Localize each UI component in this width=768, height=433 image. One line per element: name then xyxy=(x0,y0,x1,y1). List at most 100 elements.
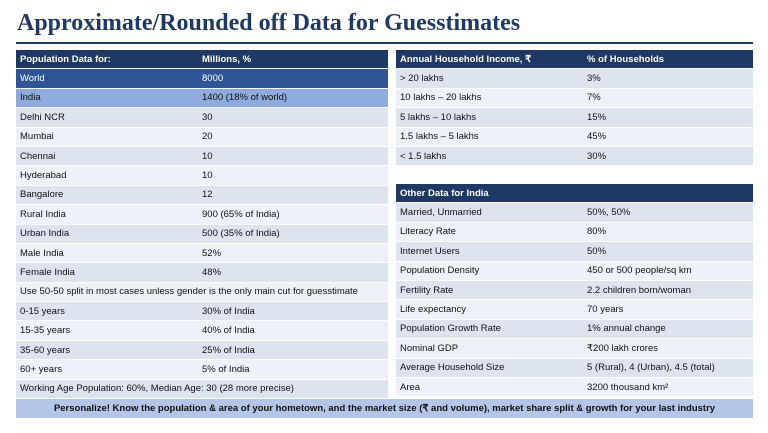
population-table: Population Data for: Millions, % World 8000… xyxy=(16,50,388,400)
table-cell: Male India xyxy=(16,243,198,264)
table-cell: 5 lakhs – 10 lakhs xyxy=(396,107,583,128)
table-cell: Fertility Rate xyxy=(396,280,583,301)
table-cell: 500 (35% of India) xyxy=(198,224,388,244)
table-cell: 15-35 years xyxy=(16,320,198,341)
table-cell: 50% xyxy=(583,241,753,262)
table-body: World 8000 India 1400 (18% of world) Delhi N… xyxy=(16,68,388,400)
table-cell: 60+ years xyxy=(16,359,198,380)
table-cell: 5 (Rural), 4 (Urban), 4.5 (total) xyxy=(583,358,753,378)
table-row: 5 lakhs – 10 lakhs 15% xyxy=(396,107,753,128)
table-row: Literacy Rate 80% xyxy=(396,222,753,243)
table-row: Population Density 450 or 500 people/sq k… xyxy=(396,261,753,281)
table-cell: 8000 xyxy=(198,68,388,89)
header-row: Population Data for: Millions, % xyxy=(16,50,388,70)
table-row: Working Age Population: 60%, Median Age:… xyxy=(16,379,388,400)
table-cell: India xyxy=(16,88,198,109)
table-cell: 45% xyxy=(583,127,753,147)
table-cell: 10 xyxy=(198,165,388,186)
table-cell: Literacy Rate xyxy=(396,222,583,243)
table-cell: 10 xyxy=(198,146,388,167)
table-cell: Urban India xyxy=(16,224,198,244)
table-cell: 10 lakhs – 20 lakhs xyxy=(396,88,583,109)
table-cell: Internet Users xyxy=(396,241,583,262)
income-table: Annual Household Income, ₹% of Household… xyxy=(396,50,753,167)
table-row: 10 lakhs – 20 lakhs 7% xyxy=(396,88,753,109)
table-row: Internet Users 50% xyxy=(396,241,753,262)
table-cell: Nominal GDP xyxy=(396,338,583,359)
header-row: Annual Household Income, ₹% of Household… xyxy=(396,50,753,70)
table-cell: 15% xyxy=(583,107,753,128)
table-body: > 20 lakhs 3% 10 lakhs – 20 lakhs 7% 5 lakhs… xyxy=(396,68,753,167)
title: Approximate/Rounded off Data for Guessti… xyxy=(17,10,521,36)
table-row: 0-15 years 30% of India xyxy=(16,301,388,322)
table-cell: 80% xyxy=(583,222,753,243)
table-header: Other Data for India xyxy=(396,184,753,204)
table-row: Chennai 10 xyxy=(16,146,388,167)
table-cell: < 1.5 lakhs xyxy=(396,146,583,167)
table-cell: 30 xyxy=(198,107,388,128)
table-row: Rural India 900 (65% of India) xyxy=(16,204,388,225)
table-row: Mumbai 20 xyxy=(16,127,388,147)
table-row: 1.5 lakhs – 5 lakhs 45% xyxy=(396,127,753,147)
table-cell: Population Density xyxy=(396,261,583,281)
table-row: Average Household Size 5 (Rural), 4 (Urba… xyxy=(396,358,753,378)
table-row: Fertility Rate 2.2 children born/woman xyxy=(396,280,753,301)
header-cell: Other Data for India xyxy=(396,184,753,204)
table-cell: Area xyxy=(396,377,583,398)
table-cell: 30% of India xyxy=(198,301,388,322)
table-row: Married, Unmarried 50%, 50% xyxy=(396,202,753,223)
table-cell: 2.2 children born/woman xyxy=(583,280,753,301)
table-cell: Married, Unmarried xyxy=(396,202,583,223)
table-cell: 1.5 lakhs – 5 lakhs xyxy=(396,127,583,147)
table-cell: Use 50-50 split in most cases unless gen… xyxy=(16,282,388,303)
table-row: Female India 48% xyxy=(16,262,388,283)
table-row: Male India 52% xyxy=(16,243,388,264)
header-cell: Annual Household Income, ₹ xyxy=(396,50,583,70)
table-cell: 48% xyxy=(198,262,388,283)
header-cell: % of Households xyxy=(583,50,753,70)
table-body: Married, Unmarried 50%, 50% Literacy Rate 8… xyxy=(396,202,753,398)
table-row: Delhi NCR 30 xyxy=(16,107,388,128)
table-cell: Rural India xyxy=(16,204,198,225)
table-cell: 3200 thousand km² xyxy=(583,377,753,398)
table-cell: 1400 (18% of world) xyxy=(198,88,388,109)
table-row: Population Growth Rate 1% annual change xyxy=(396,319,753,340)
table-cell: ₹200 lakh crores xyxy=(583,338,753,359)
table-cell: Population Growth Rate xyxy=(396,319,583,340)
table-cell: 70 years xyxy=(583,299,753,320)
table-cell: Mumbai xyxy=(16,127,198,147)
table-cell: 900 (65% of India) xyxy=(198,204,388,225)
table-row: Urban India 500 (35% of India) xyxy=(16,224,388,244)
table-cell: Delhi NCR xyxy=(16,107,198,128)
other-data-table: Other Data for India Married, Unmarried 50… xyxy=(396,184,753,398)
table-header: Population Data for: Millions, % xyxy=(16,50,388,70)
table-cell: Female India xyxy=(16,262,198,283)
table-cell: 35-60 years xyxy=(16,340,198,361)
footer-note: Personalize! Know the population & area … xyxy=(16,399,753,418)
table-row: 35-60 years 25% of India xyxy=(16,340,388,361)
table-row: < 1.5 lakhs 30% xyxy=(396,146,753,167)
table-cell: Working Age Population: 60%, Median Age:… xyxy=(16,379,388,400)
table-row: Bangalore 12 xyxy=(16,185,388,206)
table-cell: 50%, 50% xyxy=(583,202,753,223)
table-cell: 1% annual change xyxy=(583,319,753,340)
table-row: 60+ years 5% of India xyxy=(16,359,388,380)
table-cell: 5% of India xyxy=(198,359,388,380)
table-cell: Bangalore xyxy=(16,185,198,206)
table-cell: 450 or 500 people/sq km xyxy=(583,261,753,281)
table-row: India 1400 (18% of world) xyxy=(16,88,388,109)
header-cell: Population Data for: xyxy=(16,50,198,70)
table-header: Annual Household Income, ₹% of Household… xyxy=(396,50,753,70)
table-cell: 30% xyxy=(583,146,753,167)
table-row: 15-35 years 40% of India xyxy=(16,320,388,341)
table-cell: 20 xyxy=(198,127,388,147)
table-row: Life expectancy 70 years xyxy=(396,299,753,320)
table-cell: 0-15 years xyxy=(16,301,198,322)
table-cell: Average Household Size xyxy=(396,358,583,378)
table-row: World 8000 xyxy=(16,68,388,89)
header-row: Other Data for India xyxy=(396,184,753,204)
table-row: Area 3200 thousand km² xyxy=(396,377,753,398)
table-row: Use 50-50 split in most cases unless gen… xyxy=(16,282,388,303)
header-cell: Millions, % xyxy=(198,50,388,70)
